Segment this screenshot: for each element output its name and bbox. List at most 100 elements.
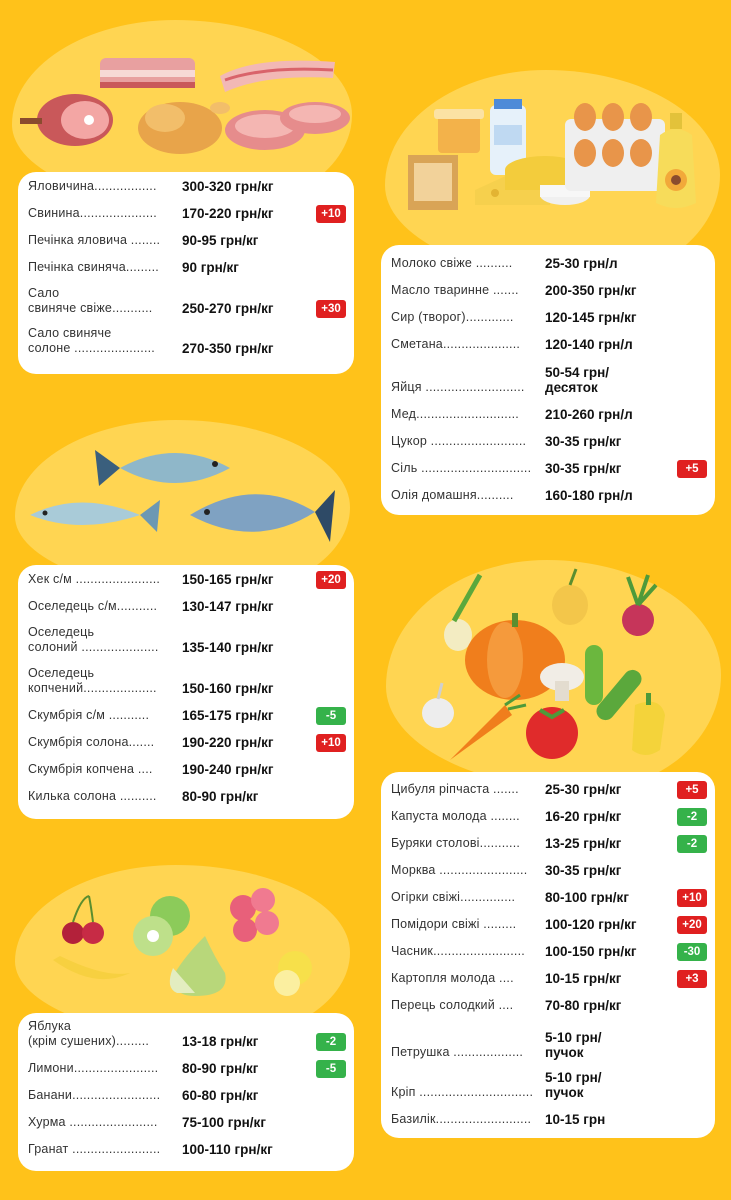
price-row: Хек с/м ....................... 150-165 г… [28, 571, 346, 589]
product-name: Банани........................ [28, 1088, 161, 1102]
price-row: Оселедець солоний ..................... 1… [28, 625, 346, 655]
price-row: Цукор .......................... 30-35 гр… [391, 434, 707, 449]
price-change-badge: -5 [316, 1060, 346, 1078]
product-name: Яловичина................. [28, 179, 157, 193]
product-name: Олія домашня.......... [391, 488, 514, 502]
product-price: 30-35 грн/кг [545, 863, 622, 878]
product-name: Огірки свіжі............... [391, 890, 516, 904]
product-name: Сир (творог)............. [391, 310, 514, 324]
product-price: 30-35 грн/кг [545, 434, 622, 449]
product-price: 80-100 грн/кг [545, 890, 629, 905]
product-price: 135-140 грн/кг [182, 640, 274, 655]
raspberry-icon [230, 888, 279, 942]
cherry-icon [62, 895, 104, 944]
vegetables-price-card: Цибуля ріпчаста ....... 25-30 грн/кг +5 Кап… [381, 772, 715, 1138]
bacon-slices-icon [220, 60, 335, 92]
product-price: 100-120 грн/кг [545, 917, 637, 932]
product-price: 16-20 грн/кг [545, 809, 622, 824]
price-row: Огірки свіжі............... 80-100 грн/кг… [391, 889, 707, 907]
price-change-badge: -2 [677, 808, 707, 826]
price-row: Печінка яловича ........ 90-95 грн/кг [28, 233, 346, 248]
dairy-illustration [400, 95, 720, 220]
price-change-badge: +30 [316, 300, 346, 318]
product-price: 130-147 грн/кг [182, 599, 274, 614]
pear-icon [169, 936, 226, 996]
price-row: Морква ........................ 30-35 грн… [391, 863, 707, 878]
price-change-badge: -30 [677, 943, 707, 961]
price-row: Сало свиняче солоне ....................… [28, 326, 346, 356]
product-name: Масло тваринне ....... [391, 283, 519, 297]
pumpkin-icon [465, 613, 565, 700]
product-price: 300-320 грн/кг [182, 179, 274, 194]
fish-icon [95, 450, 230, 486]
price-row: Хурма ........................ 75-100 грн… [28, 1115, 346, 1130]
banana-icon [53, 956, 130, 980]
product-name: Морква ........................ [391, 863, 528, 877]
product-price: 190-240 грн/кг [182, 762, 274, 777]
product-name: Сметана..................... [391, 337, 521, 351]
product-name: Сало свиняче солоне ....................… [28, 326, 155, 355]
steak-icon [225, 102, 350, 150]
meat-illustration [15, 48, 355, 158]
product-name: Лимони....................... [28, 1061, 159, 1075]
product-price: 210-260 грн/л [545, 407, 633, 422]
product-name: Буряки столові........... [391, 836, 521, 850]
product-name: Скумбрія солона....... [28, 735, 155, 749]
price-row: Сметана..................... 120-140 грн/… [391, 337, 707, 352]
fish-price-card: Хек с/м ....................... 150-165 г… [18, 565, 354, 819]
honey-jar-icon [434, 109, 484, 153]
product-price: 100-150 грн/кг [545, 944, 637, 959]
product-price: 70-80 грн/кг [545, 998, 622, 1013]
product-name: Петрушка ................... [391, 1045, 524, 1059]
eggs-icon [565, 103, 665, 191]
price-change-badge: +3 [677, 970, 707, 988]
product-price: 190-220 грн/кг [182, 735, 274, 750]
mackerel-icon [30, 500, 160, 532]
price-row: Сир (творог)............. 120-145 грн/кг [391, 310, 707, 325]
product-name: Картопля молода .... [391, 971, 514, 985]
product-price: 75-100 грн/кг [182, 1115, 266, 1130]
product-price: 170-220 грн/кг [182, 206, 274, 221]
vegetables-illustration [410, 565, 710, 765]
product-price: 80-90 грн/кг [182, 1061, 259, 1076]
product-name: Сіль .............................. [391, 461, 532, 475]
product-name: Мед............................ [391, 407, 519, 421]
price-change-badge: -5 [316, 707, 346, 725]
beet-icon [622, 574, 658, 636]
ham-icon [20, 94, 113, 146]
mushroom-icon [540, 663, 584, 701]
product-price: 10-15 грн [545, 1112, 606, 1127]
price-row: Оселедець с/м........... 130-147 грн/кг [28, 599, 346, 614]
product-name: Свинина..................... [28, 206, 157, 220]
product-name: Молоко свіже .......... [391, 256, 513, 270]
product-price: 250-270 грн/кг [182, 301, 274, 316]
apple-icon [133, 896, 190, 956]
product-name: Часник......................... [391, 944, 525, 958]
price-row: Гранат ........................ 100-110 г… [28, 1142, 346, 1157]
price-row: Помідори свіжі ......... 100-120 грн/кг +2… [391, 916, 707, 934]
price-change-badge: +10 [316, 734, 346, 752]
product-name: Яблука (крім сушених)......... [28, 1019, 150, 1048]
price-row: Капуста молода ........ 16-20 грн/кг -2 [391, 808, 707, 826]
price-row: Яйця ........................... 50-54 гр… [391, 365, 707, 395]
product-price: 10-15 грн/кг [545, 971, 622, 986]
price-row: Лимони....................... 80-90 грн/к… [28, 1060, 346, 1078]
price-row: Килька солона .......... 80-90 грн/кг [28, 789, 346, 804]
price-row: Скумбрія солона....... 190-220 грн/кг +10 [28, 734, 346, 752]
price-row: Перець солодкий .... 70-80 грн/кг [391, 998, 707, 1013]
price-row: Сало свиняче свіже........... 250-270 грн… [28, 286, 346, 318]
product-price: 160-180 грн/л [545, 488, 633, 503]
product-price: 60-80 грн/кг [182, 1088, 259, 1103]
product-name: Печінка яловича ........ [28, 233, 161, 247]
product-price: 50-54 грн/ десяток [545, 365, 610, 395]
price-change-badge: +10 [316, 205, 346, 223]
price-change-badge: +20 [316, 571, 346, 589]
price-row: Часник......................... 100-150 г… [391, 943, 707, 961]
price-row: Петрушка ................... 5-10 грн/ пу… [391, 1030, 707, 1060]
product-name: Перець солодкий .... [391, 998, 514, 1012]
product-name: Хурма ........................ [28, 1115, 158, 1129]
product-name: Яйця ........................... [391, 380, 525, 394]
price-row: Олія домашня.......... 160-180 грн/л [391, 488, 707, 503]
product-name: Цукор .......................... [391, 434, 527, 448]
tuna-icon [190, 490, 335, 542]
